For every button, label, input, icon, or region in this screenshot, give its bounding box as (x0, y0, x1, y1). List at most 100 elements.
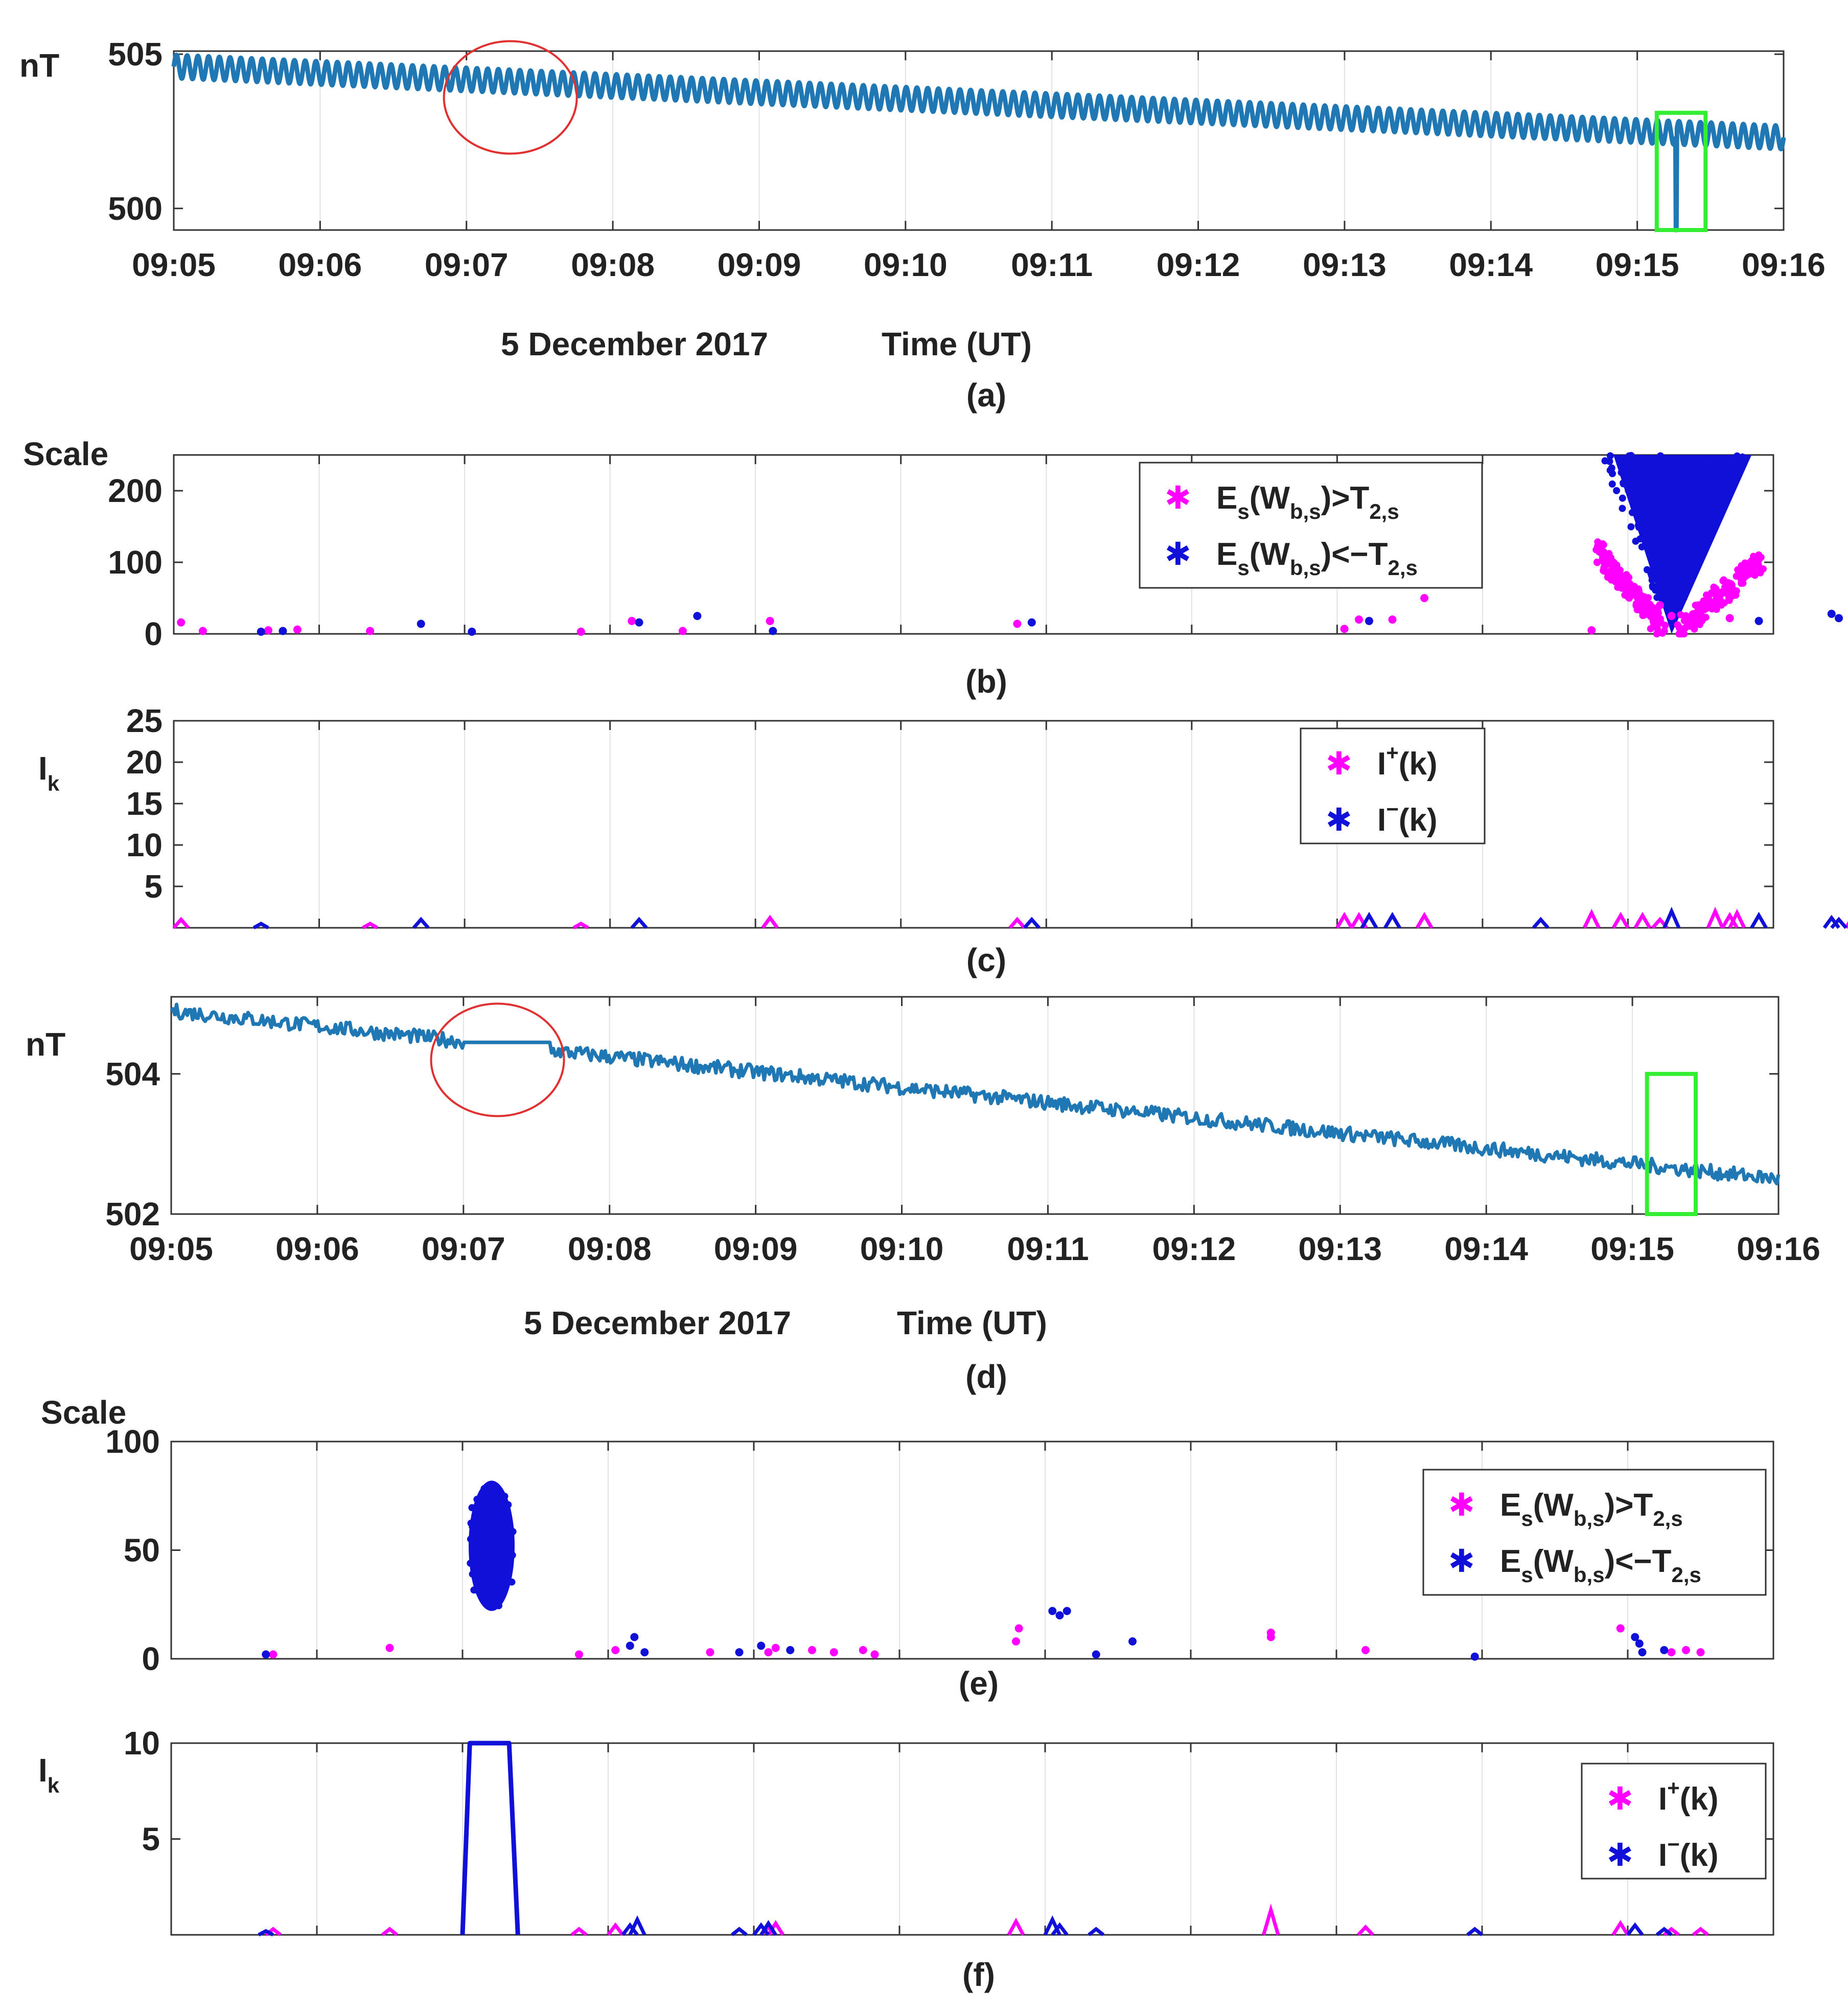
cluster-point (1679, 492, 1687, 500)
index-bump (1051, 1922, 1069, 1936)
cluster-point (1636, 458, 1644, 465)
scatter-point (1660, 1646, 1669, 1654)
cluster-point (1668, 463, 1676, 470)
index-bump (1262, 1903, 1280, 1935)
legend-box (1422, 1469, 1767, 1596)
cluster-point (1720, 476, 1727, 484)
index-bump (381, 1927, 398, 1936)
cluster-point (1629, 491, 1636, 499)
y-tick-label: 0 (144, 615, 163, 652)
x-tick-label: 09:15 (1590, 1230, 1674, 1267)
cluster-point (1746, 560, 1753, 567)
legend-label-part: 2,s (1653, 1506, 1682, 1530)
scatter-point (1656, 601, 1665, 609)
scatter-point (269, 1650, 278, 1659)
index-bump (1662, 906, 1681, 929)
scatter-point (870, 1650, 879, 1659)
cluster-point (1629, 585, 1637, 593)
scatter-point (1616, 1624, 1625, 1633)
cluster-point (491, 1524, 499, 1532)
x-tick-label: 09:07 (425, 246, 509, 283)
ylabel-f-sub: k (48, 1773, 60, 1797)
scatter-point (1835, 614, 1843, 623)
cluster-point (1645, 594, 1652, 602)
cluster-point (1694, 527, 1701, 535)
cluster-point (1696, 459, 1703, 466)
cluster-point (1676, 576, 1684, 583)
x-tick-label: 09:09 (718, 246, 801, 283)
index-bump (1415, 911, 1434, 929)
legend-label-part: E (1500, 1544, 1521, 1579)
cluster-point (1708, 458, 1716, 465)
caption-a: (a) (966, 377, 1006, 414)
cluster-point (1627, 523, 1635, 531)
cluster-point (1641, 530, 1648, 538)
cluster-point (1656, 452, 1664, 460)
cluster-point (1667, 532, 1674, 539)
cluster-point (1632, 601, 1640, 608)
cluster-point (482, 1517, 490, 1524)
index-bump (1383, 911, 1401, 929)
highlight-ellipse (443, 40, 578, 155)
index-bump (1008, 917, 1026, 929)
legend-label: Es(Wb,s)>T2,s (1216, 481, 1399, 523)
cluster-point (1689, 513, 1696, 521)
cluster-point (1692, 464, 1700, 472)
cluster-point (1686, 620, 1694, 627)
cluster-point (1609, 470, 1616, 477)
scatter-point (757, 1641, 766, 1650)
cluster-point (1735, 567, 1743, 575)
cluster-point (473, 1496, 481, 1503)
cluster-point (1692, 601, 1699, 609)
scatter-point (611, 1646, 620, 1654)
cluster-point (1699, 537, 1706, 544)
cluster-point (1643, 607, 1651, 614)
cluster-point (469, 1523, 476, 1530)
cluster-point (503, 1511, 511, 1518)
cluster-point (1608, 480, 1616, 488)
scatter-point (628, 616, 636, 625)
cluster-point (1653, 535, 1661, 543)
cluster-point (1619, 494, 1626, 502)
index-bump (1611, 1919, 1629, 1936)
x-tick-label: 09:06 (279, 246, 362, 283)
cluster-point (476, 1529, 483, 1537)
legend-box (1139, 462, 1483, 589)
scatter-point (177, 618, 186, 627)
y-tick-label: 5 (144, 868, 163, 905)
scatter-point (829, 1648, 838, 1657)
x-tick-label: 09:11 (1007, 1230, 1089, 1267)
cluster-point (1628, 509, 1636, 516)
cluster-point (490, 1505, 497, 1513)
index-bump (1357, 1924, 1374, 1936)
highlight-rect (1645, 1071, 1698, 1216)
cluster-point (480, 1497, 488, 1504)
cluster-point (1658, 629, 1666, 637)
cluster-point (1625, 487, 1632, 494)
x-tick-label: 09:10 (860, 1230, 944, 1267)
cluster-point (469, 1570, 476, 1578)
cluster-point (1667, 577, 1675, 585)
cluster-point (1628, 471, 1635, 479)
index-bump (731, 1927, 748, 1936)
cluster-point (477, 1549, 485, 1557)
index-bump (621, 1922, 639, 1936)
cluster-point (1675, 499, 1683, 507)
index-bump (767, 1919, 784, 1936)
scatter-point (630, 1633, 639, 1641)
legend-label: I−(k) (1658, 1832, 1719, 1873)
cluster-point (509, 1551, 516, 1559)
cluster-point (1643, 566, 1651, 574)
scatter-point (1355, 615, 1364, 624)
index-bump (252, 921, 269, 930)
cluster-point (1653, 510, 1661, 518)
index-bump (362, 921, 379, 930)
cluster-point (1695, 550, 1703, 558)
y-tick-label: 15 (126, 785, 163, 822)
cluster-point (1657, 516, 1665, 524)
scatter-point (1470, 1652, 1479, 1661)
cluster-point (1654, 468, 1662, 475)
cluster-point (480, 1504, 488, 1512)
scatter-point (1675, 592, 1683, 601)
